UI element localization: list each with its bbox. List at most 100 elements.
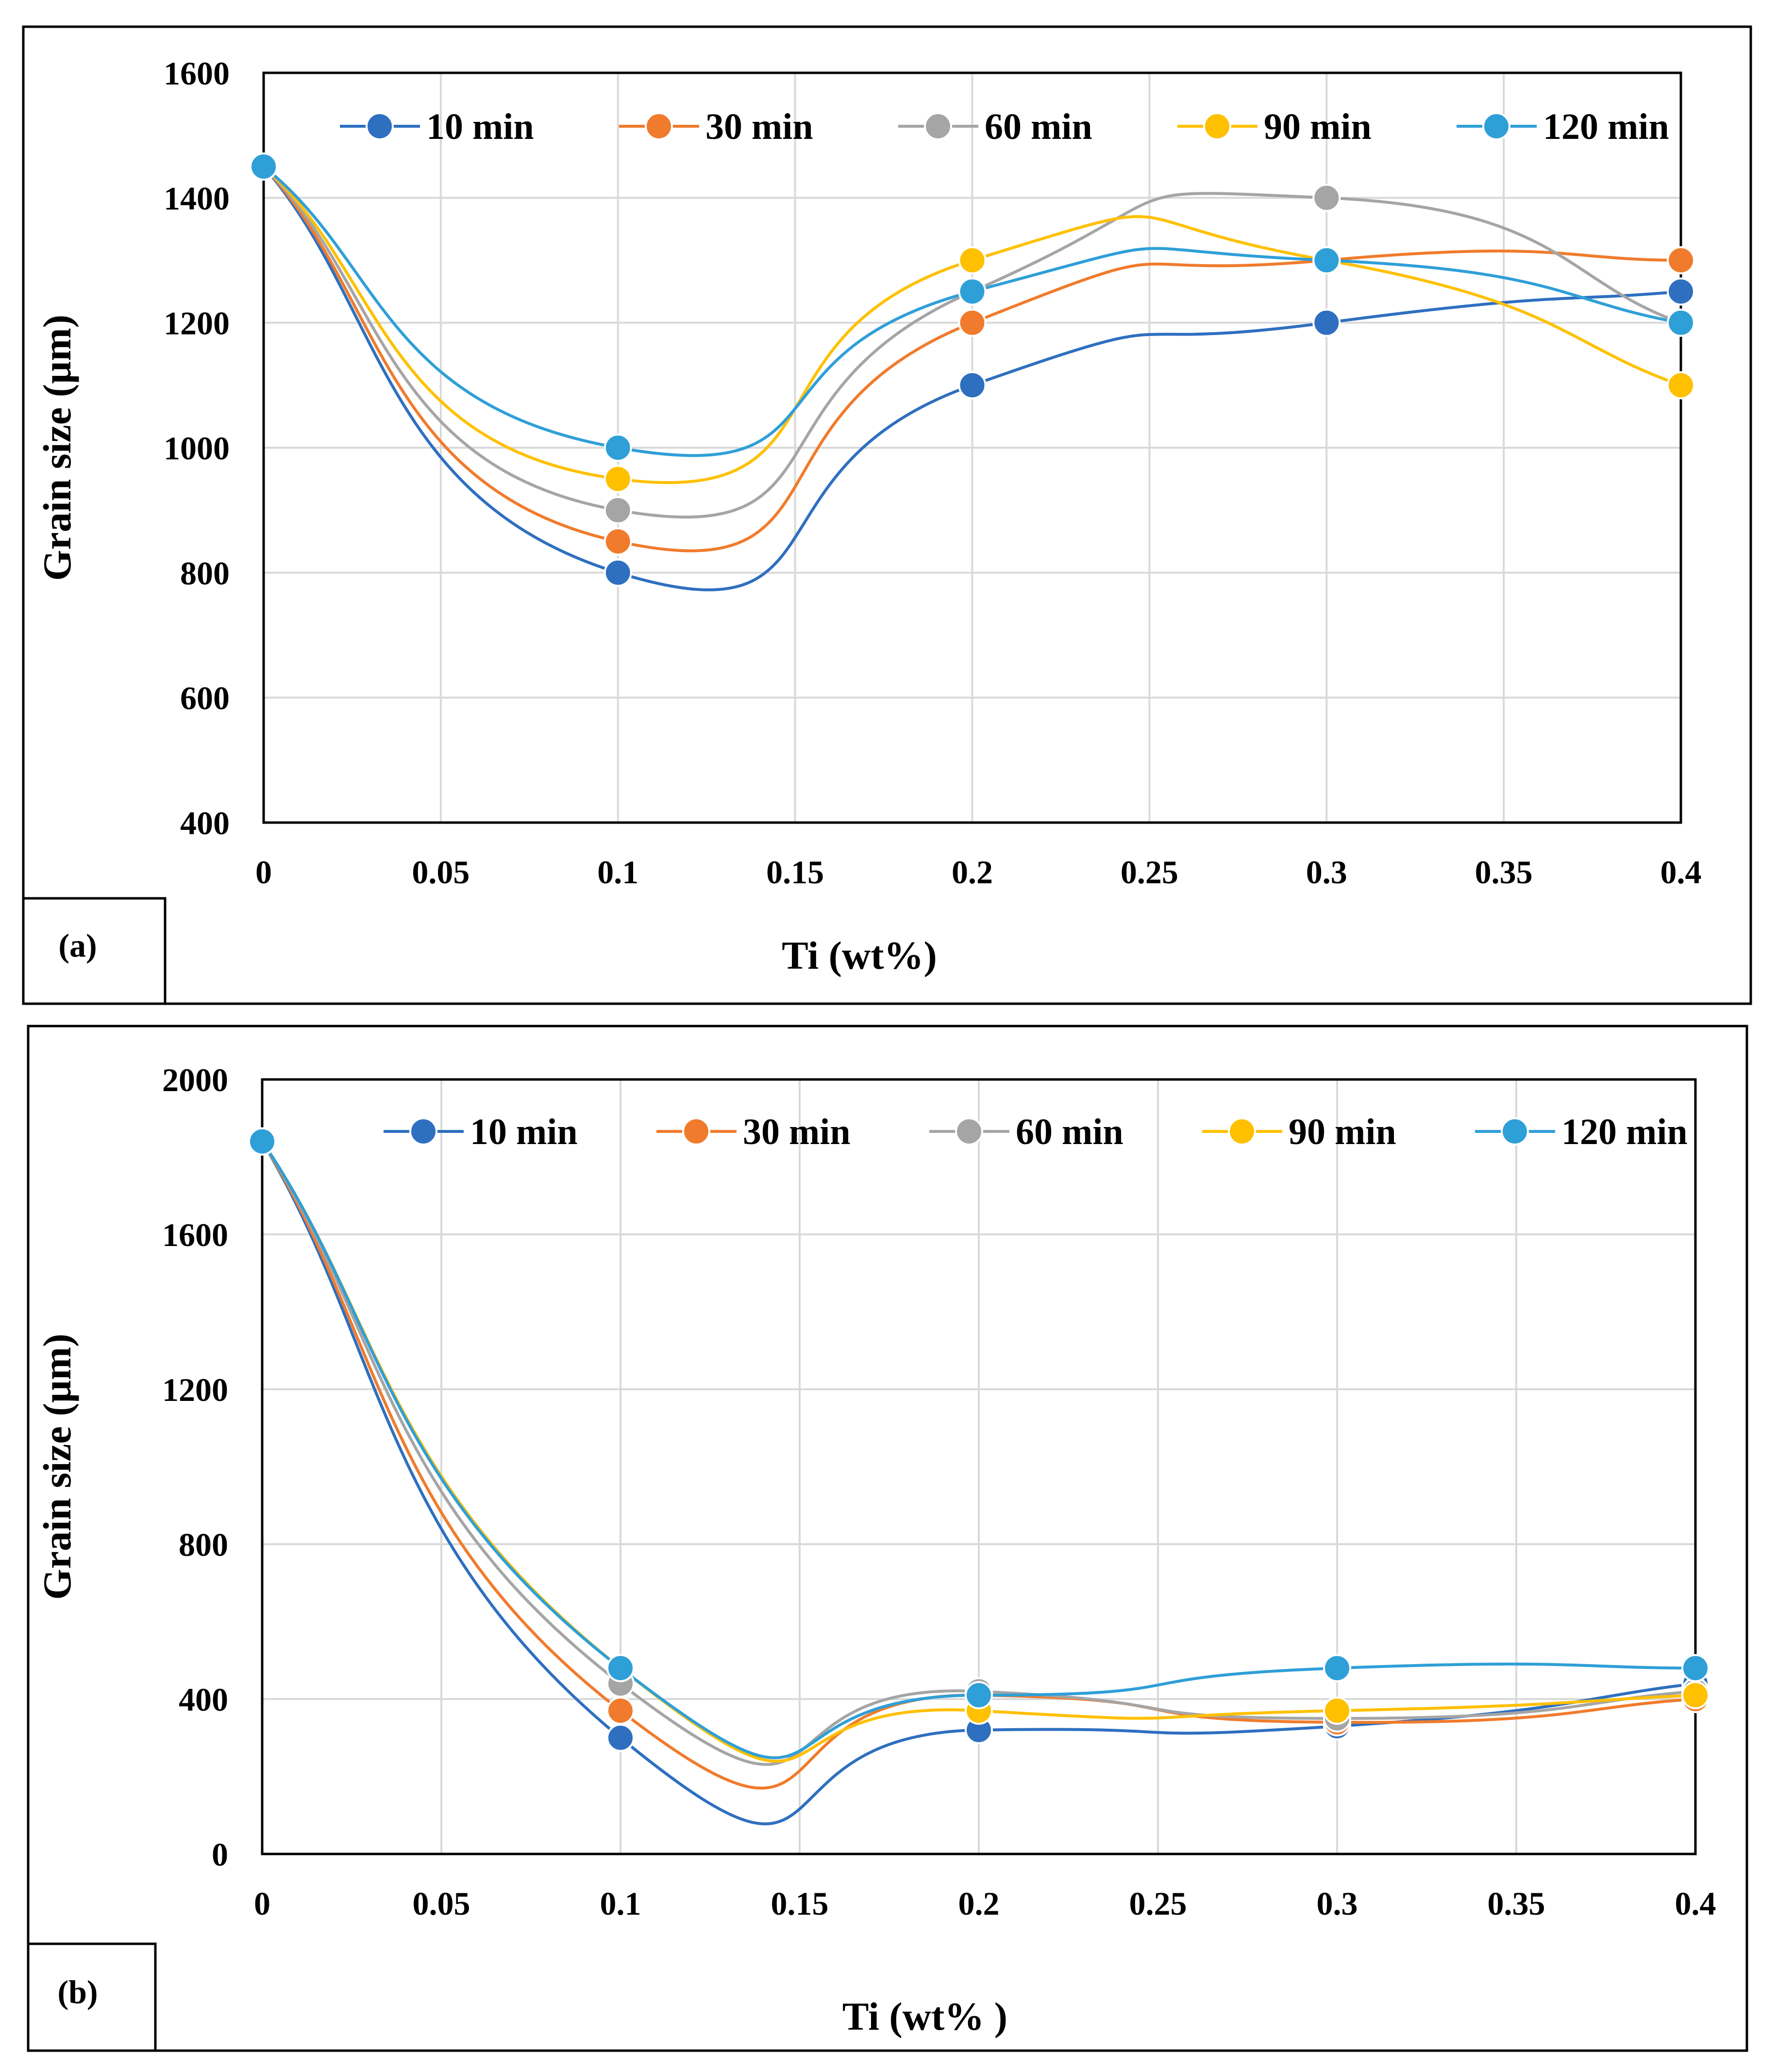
x-tick-label: 0 xyxy=(254,1885,270,1922)
x-tick-label: 0.25 xyxy=(1121,854,1178,891)
y-tick-label: 400 xyxy=(180,805,230,842)
data-point xyxy=(1667,277,1695,306)
x-tick-label: 0.1 xyxy=(597,854,638,891)
x-tick-label: 0 xyxy=(255,854,272,891)
series-line xyxy=(262,165,1681,553)
data-point xyxy=(958,246,987,274)
x-tick-label: 0.3 xyxy=(1306,854,1347,891)
x-tick-label: 0.2 xyxy=(952,854,993,891)
series-line xyxy=(261,1140,1696,1759)
y-tick-label: 2000 xyxy=(162,1061,228,1098)
data-point xyxy=(606,1723,635,1752)
legend-marker xyxy=(645,112,673,140)
y-tick-label: 600 xyxy=(180,680,230,717)
x-axis-title: Ti (wt% ) xyxy=(842,1994,1007,2038)
y-tick-label: 1200 xyxy=(164,305,230,342)
panel-b-label: (b) xyxy=(57,1973,98,2010)
data-point xyxy=(1681,1654,1710,1683)
data-point xyxy=(250,152,278,181)
legend-marker xyxy=(682,1117,710,1145)
legend-marker xyxy=(1482,112,1510,140)
data-point xyxy=(1667,371,1695,400)
series-line xyxy=(263,165,1681,484)
x-tick-label: 0.25 xyxy=(1129,1885,1187,1922)
series-line xyxy=(261,1140,1696,1766)
series-line xyxy=(263,165,1681,457)
data-point xyxy=(606,1696,635,1725)
panel-a-frame xyxy=(22,25,1752,1005)
data-point xyxy=(1681,1681,1710,1710)
legend-marker xyxy=(1228,1117,1256,1145)
x-tick-label: 0.15 xyxy=(766,854,824,891)
legend-label: 60 min xyxy=(985,106,1092,147)
y-tick-label: 1400 xyxy=(164,180,230,217)
data-point xyxy=(1312,246,1341,274)
data-point xyxy=(958,277,987,306)
series-line xyxy=(262,165,1681,519)
series-line xyxy=(261,1141,1696,1825)
legend-label: 120 min xyxy=(1543,106,1669,147)
x-axis-title: Ti (wt%) xyxy=(782,933,937,977)
legend-marker xyxy=(1501,1117,1529,1145)
legend-marker xyxy=(409,1117,437,1145)
legend-label: 60 min xyxy=(1016,1112,1123,1152)
y-tick-label: 800 xyxy=(179,1526,228,1563)
data-point xyxy=(1312,184,1341,212)
legend-label: 120 min xyxy=(1561,1112,1688,1152)
panel-a-label-box xyxy=(22,897,167,1005)
legend-label: 30 min xyxy=(743,1112,851,1152)
x-tick-label: 0.35 xyxy=(1488,1885,1545,1922)
y-tick-label: 1600 xyxy=(162,1216,228,1253)
data-point xyxy=(1667,246,1695,274)
data-point xyxy=(248,1127,276,1156)
y-axis-title: Grain size (µm) xyxy=(35,315,79,581)
data-point xyxy=(604,465,632,493)
data-point xyxy=(965,1681,993,1710)
series-line xyxy=(261,1141,1696,1790)
panel-b-label-box xyxy=(27,1942,157,2052)
x-tick-label: 0.05 xyxy=(413,1885,470,1922)
y-tick-label: 1200 xyxy=(162,1371,228,1408)
chart-a: 0 0.05 0.1 0.15 0.2 0.25 0.3 0.35 0.4 400 600 800 10… xyxy=(35,55,1702,977)
data-point xyxy=(604,496,632,524)
data-point xyxy=(1323,1696,1351,1725)
legend-marker xyxy=(924,112,952,140)
data-point xyxy=(606,1654,635,1683)
chart-b: 0 0.05 0.1 0.15 0.2 0.25 0.3 0.35 0.4 0 400 800 1200… xyxy=(35,1061,1716,2038)
panel-b-frame xyxy=(27,1025,1748,2052)
series-line xyxy=(262,166,1681,591)
y-tick-label: 0 xyxy=(212,1836,228,1873)
x-tick-label: 0.4 xyxy=(1675,1885,1716,1922)
legend-label: 10 min xyxy=(426,106,534,147)
data-point xyxy=(958,308,987,337)
data-point xyxy=(1323,1654,1351,1683)
plot-area xyxy=(262,71,1682,824)
x-tick-label: 0.4 xyxy=(1660,854,1702,891)
legend-marker xyxy=(366,112,394,140)
y-axis-title: Grain size (µm) xyxy=(35,1333,79,1600)
x-tick-label: 0.05 xyxy=(412,854,469,891)
plot-area xyxy=(261,1078,1697,1855)
legend-label: 90 min xyxy=(1289,1112,1396,1152)
legend-label: 10 min xyxy=(470,1112,578,1152)
data-point xyxy=(1312,308,1341,337)
legend-label: 30 min xyxy=(705,106,813,147)
legend-label: 90 min xyxy=(1264,106,1372,147)
data-point xyxy=(958,371,987,400)
x-tick-label: 0.2 xyxy=(958,1885,1000,1922)
x-tick-label: 0.1 xyxy=(600,1885,641,1922)
x-tick-label: 0.35 xyxy=(1475,854,1533,891)
legend-marker xyxy=(955,1117,983,1145)
data-point xyxy=(604,434,632,462)
x-tick-label: 0.15 xyxy=(771,1885,829,1922)
y-tick-label: 1000 xyxy=(164,430,230,467)
data-point xyxy=(604,527,632,556)
panel-a-label: (a) xyxy=(58,927,97,964)
data-point xyxy=(604,558,632,587)
data-point xyxy=(1667,308,1695,337)
y-tick-label: 400 xyxy=(179,1681,228,1718)
x-tick-label: 0.3 xyxy=(1317,1885,1358,1922)
y-tick-label: 1600 xyxy=(164,55,230,92)
y-tick-label: 800 xyxy=(180,555,230,591)
